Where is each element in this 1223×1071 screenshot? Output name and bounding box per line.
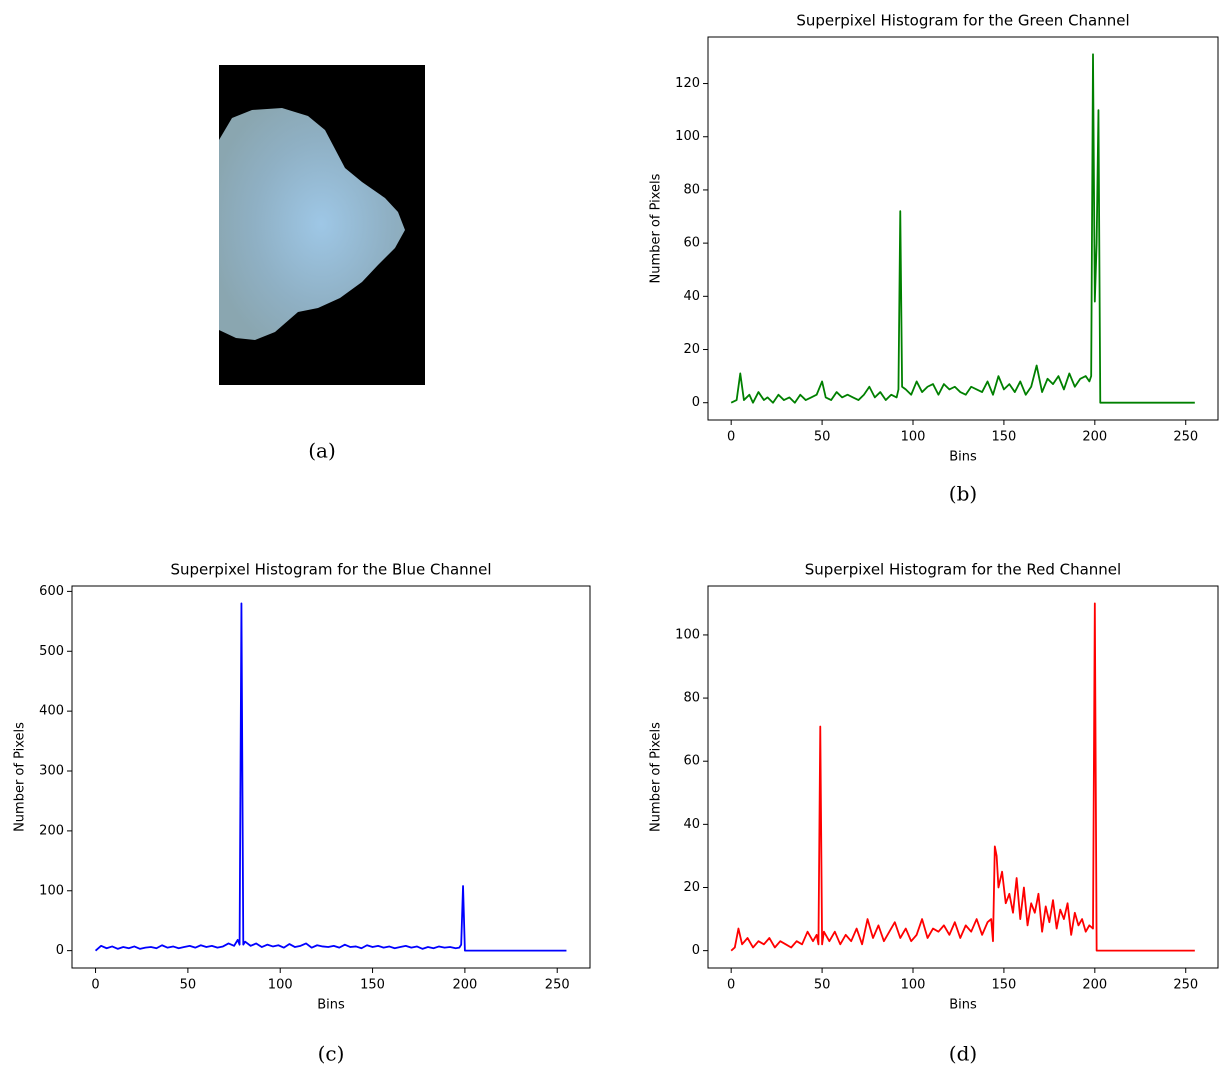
plot-frame [707, 585, 1219, 969]
y-tick-label: 0 [692, 395, 700, 410]
x-tick-label: 50 [814, 978, 831, 993]
y-tick-label: 60 [683, 236, 700, 251]
x-tick-label: 150 [360, 978, 385, 993]
y-tick-label: 200 [39, 823, 64, 838]
x-tick-label: 200 [1082, 430, 1107, 445]
y-tick-label: 100 [675, 627, 700, 642]
caption: (a) [308, 439, 336, 463]
x-tick-label: 100 [901, 430, 926, 445]
y-tick-label: 20 [683, 880, 700, 895]
x-tick-label: 150 [991, 978, 1016, 993]
y-tick-label: 300 [39, 764, 64, 779]
y-tick-label: 600 [39, 584, 64, 599]
y-tick-label: 60 [683, 754, 700, 769]
chart: Superpixel Histogram for the Red Channel… [649, 561, 1219, 1066]
chart: Superpixel Histogram for the Blue Channe… [13, 561, 591, 1066]
x-axis-label: Bins [949, 998, 977, 1013]
superpixel-image [219, 65, 425, 385]
y-tick-label: 20 [683, 342, 700, 357]
x-tick-label: 250 [545, 978, 570, 993]
x-tick-label: 0 [727, 430, 735, 445]
x-tick-label: 150 [991, 430, 1016, 445]
y-tick-label: 80 [683, 182, 700, 197]
x-axis-label: Bins [317, 998, 345, 1013]
data-line [94, 602, 567, 952]
x-axis-label: Bins [949, 450, 977, 465]
y-tick-label: 100 [675, 129, 700, 144]
y-axis-label: Number of Pixels [13, 722, 28, 832]
x-tick-label: 50 [814, 430, 831, 445]
x-tick-label: 200 [1082, 978, 1107, 993]
y-tick-label: 40 [683, 817, 700, 832]
y-tick-label: 100 [39, 883, 64, 898]
superpixel [219, 108, 405, 340]
caption: (d) [949, 1042, 977, 1066]
chart-title: Superpixel Histogram for the Green Chann… [796, 12, 1129, 30]
y-tick-label: 40 [683, 289, 700, 304]
x-tick-label: 100 [268, 978, 293, 993]
caption: (b) [949, 482, 977, 506]
x-tick-label: 250 [1173, 978, 1198, 993]
x-tick-label: 250 [1173, 430, 1198, 445]
y-tick-label: 120 [675, 76, 700, 91]
chart-title: Superpixel Histogram for the Blue Channe… [170, 561, 491, 579]
caption: (c) [318, 1042, 345, 1066]
x-tick-label: 50 [180, 978, 197, 993]
y-tick-label: 0 [692, 943, 700, 958]
data-line [730, 53, 1195, 404]
data-line [730, 602, 1195, 952]
y-axis-label: Number of Pixels [649, 722, 664, 832]
chart: Superpixel Histogram for the Green Chann… [649, 12, 1219, 506]
y-tick-label: 80 [683, 691, 700, 706]
x-tick-label: 200 [452, 978, 477, 993]
plot-frame [71, 585, 591, 969]
y-tick-label: 400 [39, 704, 64, 719]
x-tick-label: 0 [91, 978, 99, 993]
x-tick-label: 0 [727, 978, 735, 993]
chart-title: Superpixel Histogram for the Red Channel [805, 561, 1121, 579]
y-axis-label: Number of Pixels [649, 173, 664, 283]
y-tick-label: 500 [39, 644, 64, 659]
plot-frame [707, 36, 1219, 421]
x-tick-label: 100 [901, 978, 926, 993]
y-tick-label: 0 [56, 943, 64, 958]
